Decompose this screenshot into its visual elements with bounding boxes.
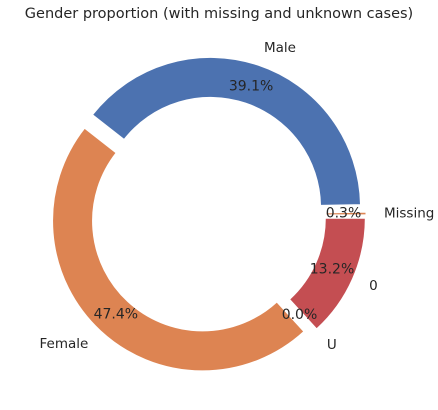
category-label-missing: Missing	[384, 205, 434, 221]
percent-label-u: 0.0%	[282, 307, 318, 323]
slice-male	[91, 56, 362, 206]
category-label-male: Male	[264, 40, 296, 56]
chart-title: Gender proportion (with missing and unkn…	[24, 6, 414, 22]
category-label-female: Female	[40, 336, 89, 352]
percent-labels-group: 0.3% 39.1% 47.4% 0.0% 13.2%	[94, 79, 362, 323]
slice-female	[52, 127, 305, 372]
category-label-0: 0	[369, 278, 378, 294]
slices-group	[52, 56, 367, 372]
slice-missing	[325, 211, 367, 216]
category-labels-group: Missing Male Female U 0	[40, 40, 435, 353]
category-label-u: U	[327, 337, 337, 353]
percent-label-male: 39.1%	[229, 79, 273, 95]
percent-label-0: 13.2%	[310, 262, 354, 278]
percent-label-female: 47.4%	[94, 306, 138, 322]
percent-label-missing: 0.3%	[326, 206, 362, 222]
slice-0	[288, 217, 366, 330]
